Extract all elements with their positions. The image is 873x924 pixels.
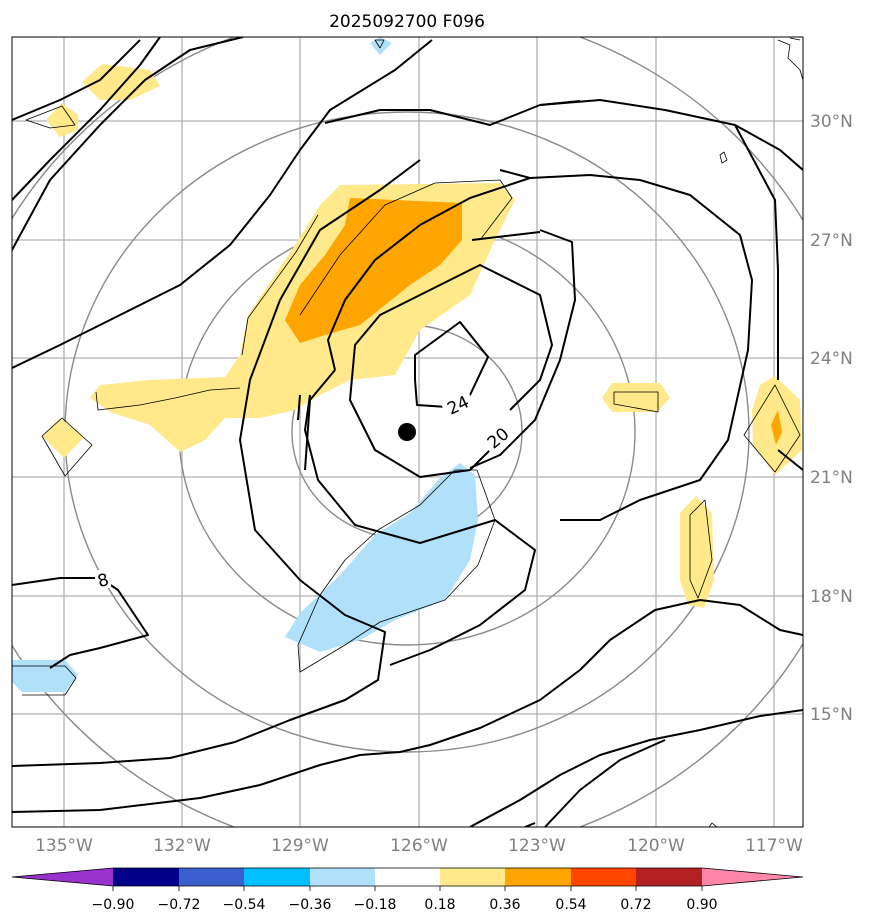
graticule (12, 37, 803, 827)
yellow-region-w (42, 418, 84, 458)
lon-label-129w: 129°W (271, 836, 329, 856)
blue-region-sw (12, 660, 78, 692)
map-area: 24 20 8 (12, 37, 803, 827)
colorbar-label-1: −0.90 (92, 897, 135, 913)
colorbar-label-6: 0.18 (424, 897, 455, 913)
colorbar-label-2: −0.72 (158, 897, 201, 913)
range-rings (12, 37, 803, 827)
lat-label-15n: 15°N (810, 705, 853, 725)
blue-region-main (285, 463, 478, 652)
lon-label-123w: 123°W (508, 836, 566, 856)
lon-label-117w: 117°W (745, 836, 803, 856)
contour-24 (414, 321, 489, 408)
contour-20 (349, 264, 553, 478)
lon-label-126w: 126°W (390, 836, 448, 856)
colorbar-extend-low (12, 868, 113, 886)
colorbar-label-5: −0.18 (354, 897, 397, 913)
colorbar-label-7: 0.36 (489, 897, 520, 913)
shaded-anomalies (12, 37, 802, 692)
colorbar-bin-7 (505, 868, 571, 886)
longitude-labels: 135°W 132°W 129°W 126°W 123°W 120°W 117°… (35, 836, 803, 856)
storm-center-marker (398, 423, 416, 441)
colorbar-extend-high (702, 868, 803, 886)
yellow-region-nw2 (46, 103, 78, 137)
colorbar-bin-4 (310, 868, 375, 886)
map-title: 2025092700 F096 (329, 12, 485, 32)
colorbar-bin-3 (244, 868, 310, 886)
contour-label-8: 8 (95, 570, 111, 592)
colorbar-bin-1 (113, 868, 179, 886)
yellow-region-se (680, 496, 714, 608)
map-frame (11, 36, 804, 828)
yellow-region-nw (82, 64, 160, 100)
lat-label-18n: 18°N (810, 587, 853, 607)
lat-label-27n: 27°N (810, 231, 853, 251)
thin-contours (12, 37, 803, 827)
colorbar-label-3: −0.54 (223, 897, 266, 913)
orange-region-far-e (771, 410, 782, 445)
colorbar-label-8: 0.54 (555, 897, 586, 913)
latitude-labels: 30°N 27°N 24°N 21°N 18°N 15°N (810, 112, 853, 725)
colorbar-bin-6 (440, 868, 505, 886)
colorbar-bin-9 (636, 868, 702, 886)
lat-label-24n: 24°N (810, 349, 853, 369)
lat-label-30n: 30°N (810, 112, 853, 132)
lon-label-120w: 120°W (627, 836, 685, 856)
lat-label-21n: 21°N (810, 468, 853, 488)
orange-region (285, 198, 462, 343)
colorbar-bin-8 (571, 868, 636, 886)
colorbar-label-10: 0.90 (686, 897, 717, 913)
thick-contours (12, 37, 803, 827)
colorbar-label-4: −0.36 (289, 897, 332, 913)
colorbar-label-9: 0.72 (620, 897, 651, 913)
colorbar-bin-2 (179, 868, 244, 886)
colorbar-bin-5 (375, 868, 440, 886)
lon-label-132w: 132°W (153, 836, 211, 856)
lon-label-135w: 135°W (35, 836, 93, 856)
colorbar: −0.90 −0.72 −0.54 −0.36 −0.18 0.18 0.36 … (11, 867, 804, 913)
